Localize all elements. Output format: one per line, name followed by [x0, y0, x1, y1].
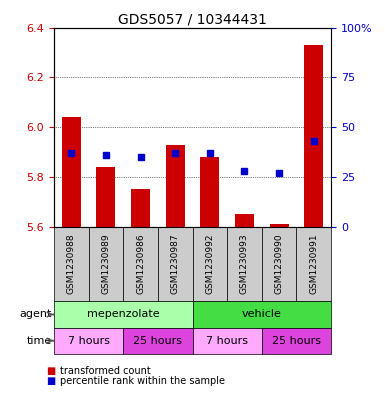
Bar: [96, 167, 116, 227]
Text: 25 hours: 25 hours: [133, 336, 182, 345]
Bar: [192, 227, 227, 301]
Bar: [262, 327, 331, 354]
Bar: [131, 189, 150, 227]
Bar: [200, 157, 219, 227]
Bar: [227, 227, 262, 301]
Bar: [270, 224, 289, 227]
Text: vehicle: vehicle: [242, 309, 282, 320]
Text: GSM1230986: GSM1230986: [136, 234, 145, 294]
Bar: [54, 227, 89, 301]
Text: GSM1230987: GSM1230987: [171, 234, 180, 294]
Text: 7 hours: 7 hours: [206, 336, 248, 345]
Text: time: time: [27, 336, 52, 345]
Text: transformed count: transformed count: [60, 366, 151, 376]
Text: GSM1230988: GSM1230988: [67, 234, 76, 294]
Bar: [89, 227, 123, 301]
Bar: [123, 327, 192, 354]
Text: agent: agent: [20, 309, 52, 320]
Bar: [123, 227, 158, 301]
Text: 7 hours: 7 hours: [67, 336, 110, 345]
Bar: [192, 301, 331, 327]
Bar: [158, 227, 192, 301]
Text: GSM1230990: GSM1230990: [275, 234, 284, 294]
Bar: [192, 327, 262, 354]
Bar: [235, 214, 254, 227]
Bar: [54, 301, 192, 327]
Text: GSM1230991: GSM1230991: [309, 234, 318, 294]
Text: ■: ■: [46, 366, 55, 376]
Text: GSM1230992: GSM1230992: [205, 234, 214, 294]
Bar: [166, 145, 185, 227]
Text: ■: ■: [46, 376, 55, 386]
Text: percentile rank within the sample: percentile rank within the sample: [60, 376, 225, 386]
Title: GDS5057 / 10344431: GDS5057 / 10344431: [118, 12, 267, 26]
Bar: [296, 227, 331, 301]
Text: mepenzolate: mepenzolate: [87, 309, 159, 320]
Text: GSM1230989: GSM1230989: [101, 234, 110, 294]
Bar: [54, 327, 123, 354]
Text: GSM1230993: GSM1230993: [240, 234, 249, 294]
Text: 25 hours: 25 hours: [272, 336, 321, 345]
Bar: [262, 227, 296, 301]
Bar: [62, 117, 81, 227]
Bar: [304, 45, 323, 227]
